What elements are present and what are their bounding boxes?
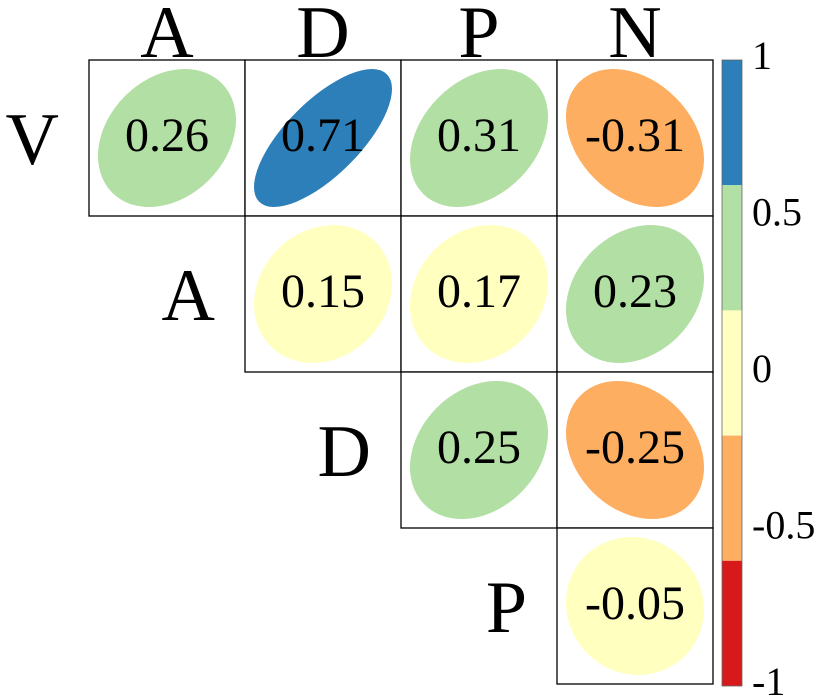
- colorbar-tick-label: 0.5: [752, 190, 802, 235]
- correlation-ellipse: [565, 68, 704, 207]
- colorbar-segment: [722, 60, 742, 186]
- correlation-ellipse: [410, 381, 549, 520]
- cell-value-label: 0.15: [281, 265, 365, 318]
- colorbar-frame: [721, 59, 743, 687]
- cell-value-label: 0.25: [437, 421, 521, 474]
- cell-value-label: 0.17: [437, 265, 521, 318]
- correlation-ellipse: [565, 536, 704, 675]
- correlation-ellipse: [565, 225, 704, 364]
- colorbar-segment: [722, 560, 742, 686]
- column-label: D: [296, 0, 349, 74]
- correlation-ellipse: [97, 68, 236, 207]
- colorbar-segment: [722, 185, 742, 311]
- cell-value-label: -0.05: [585, 577, 685, 630]
- row-label: V: [6, 99, 59, 181]
- correlation-ellipse: [409, 225, 548, 363]
- column-label: A: [140, 0, 193, 74]
- cell-value-label: -0.25: [585, 421, 685, 474]
- row-label: P: [486, 567, 527, 649]
- cell-value-label: 0.71: [281, 109, 365, 162]
- cell-value-label: -0.31: [585, 109, 685, 162]
- cell-value-label: 0.23: [593, 265, 677, 318]
- colorbar-segment: [722, 435, 742, 561]
- colorbar-tick-label: 1: [752, 33, 772, 78]
- cell-value-label: 0.26: [125, 109, 209, 162]
- colorbar-tick-label: 0: [752, 346, 772, 391]
- row-label: D: [318, 411, 371, 493]
- correlation-ellipse: [409, 69, 548, 208]
- colorbar-tick-label: -0.5: [752, 503, 815, 548]
- column-label: P: [458, 0, 499, 74]
- row-label: A: [162, 255, 215, 337]
- colorbar-segment: [722, 310, 742, 436]
- correlation-ellipse: [565, 381, 704, 520]
- colorbar-tick-label: -1: [752, 659, 785, 699]
- correlation-ellipse: [253, 69, 392, 208]
- column-label: N: [608, 0, 661, 74]
- correlation-ellipse: [253, 225, 392, 364]
- cell-value-label: 0.31: [437, 109, 521, 162]
